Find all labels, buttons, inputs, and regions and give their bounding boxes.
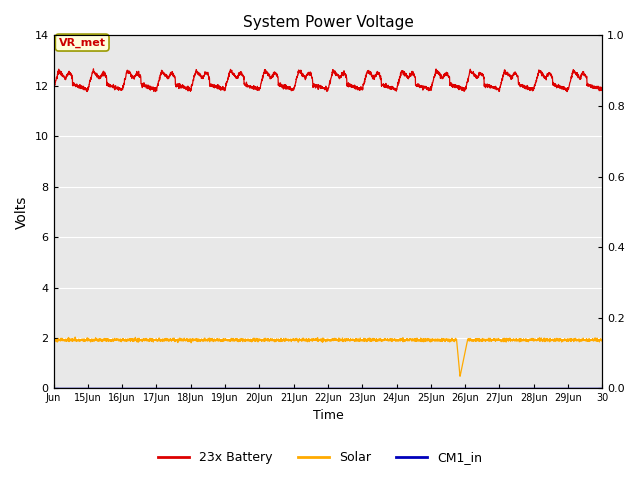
Legend: 23x Battery, Solar, CM1_in: 23x Battery, Solar, CM1_in [153,446,487,469]
Title: System Power Voltage: System Power Voltage [243,15,413,30]
Text: VR_met: VR_met [59,37,106,48]
X-axis label: Time: Time [312,409,343,422]
Y-axis label: Volts: Volts [15,195,29,228]
